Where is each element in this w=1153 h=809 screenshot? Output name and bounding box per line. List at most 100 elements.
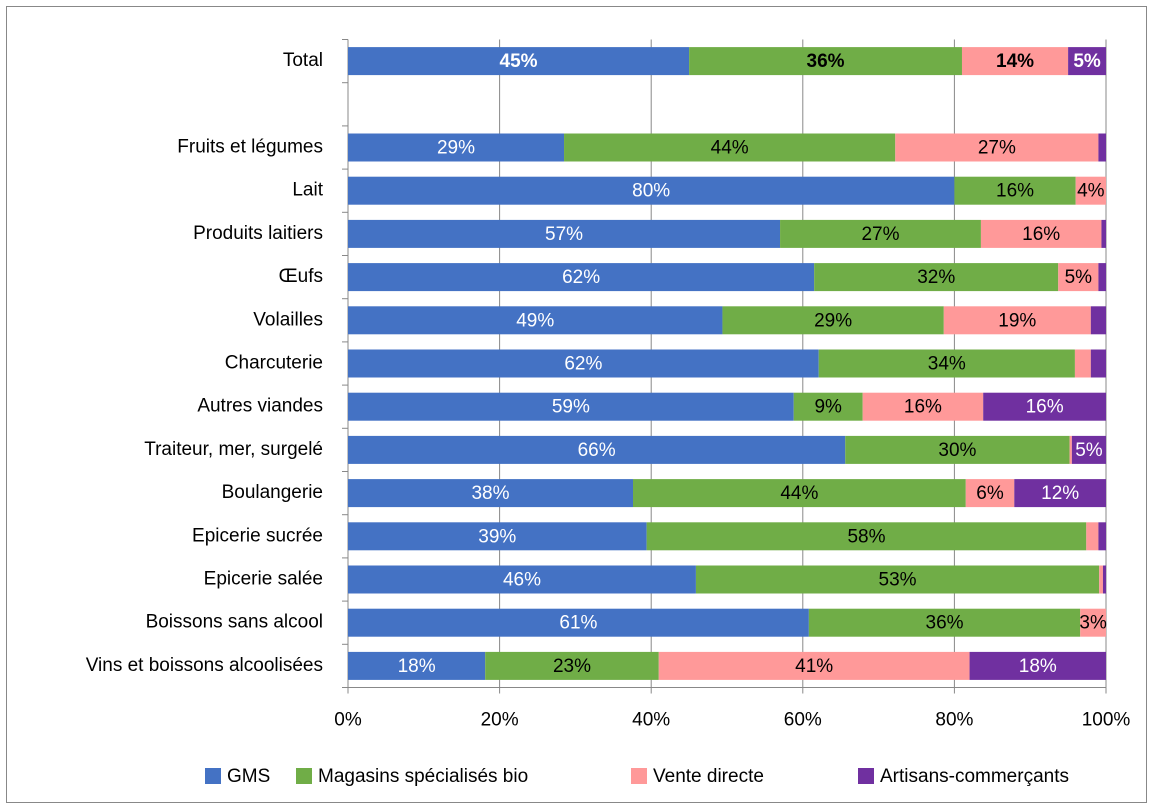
bar-segment	[943, 306, 1091, 335]
x-tick-label: 60%	[784, 710, 822, 731]
legend-swatch	[205, 768, 221, 784]
data-label: 62%	[562, 267, 600, 288]
data-label: 32%	[917, 267, 955, 288]
bar-segment	[348, 608, 809, 637]
bar-segment	[722, 306, 944, 335]
category-label: Œufs	[279, 266, 323, 287]
bar-segment	[1058, 263, 1099, 292]
data-label: 16%	[1026, 397, 1064, 418]
category-label: Fruits et légumes	[177, 137, 323, 158]
data-label: 53%	[879, 570, 917, 591]
bar-segment	[658, 651, 970, 680]
category-label: Charcuterie	[225, 353, 323, 374]
data-label: 58%	[847, 526, 885, 547]
bar-segment	[1014, 479, 1106, 508]
data-label: 39%	[478, 526, 516, 547]
bar-segment	[1098, 263, 1106, 292]
data-label: 16%	[996, 181, 1034, 202]
data-label: 62%	[564, 354, 602, 375]
data-label: 6%	[976, 483, 1004, 504]
data-label: 12%	[1041, 483, 1079, 504]
x-tick-label: 20%	[481, 710, 519, 731]
data-label: 23%	[553, 656, 591, 677]
bar-segment	[1074, 349, 1091, 378]
bar-segment	[348, 47, 690, 76]
bar-segment	[1101, 219, 1106, 248]
bar-segment	[818, 349, 1075, 378]
data-label: 5%	[1075, 440, 1103, 461]
data-label: 16%	[1022, 224, 1060, 245]
bar-segment	[1090, 349, 1106, 378]
data-label: 9%	[814, 397, 842, 418]
bar-segment	[895, 133, 1099, 162]
data-label: 36%	[926, 613, 964, 634]
data-label: 29%	[437, 138, 475, 159]
data-label: 44%	[780, 483, 818, 504]
data-label: 34%	[928, 354, 966, 375]
data-label: 61%	[559, 613, 597, 634]
bar-segment	[780, 219, 981, 248]
bar-segment	[1098, 522, 1106, 551]
legend-label: Magasins spécialisés bio	[318, 766, 528, 787]
data-label: 5%	[1073, 51, 1101, 72]
bar-segment	[954, 176, 1076, 205]
data-label: 3%	[1079, 613, 1107, 634]
category-label: Total	[283, 50, 323, 71]
category-label: Boissons sans alcool	[146, 612, 323, 633]
data-label: 49%	[516, 310, 554, 331]
bar-segment	[1075, 176, 1106, 205]
bar-segment	[814, 263, 1059, 292]
bar-segment	[646, 522, 1087, 551]
bar-segment	[348, 176, 955, 205]
category-label: Vins et boissons alcoolisées	[86, 655, 323, 676]
data-label: 66%	[578, 440, 616, 461]
data-label: 36%	[807, 51, 845, 72]
bar-segment	[348, 349, 819, 378]
data-label: 16%	[904, 397, 942, 418]
data-label: 5%	[1065, 267, 1093, 288]
bar-segment	[980, 219, 1102, 248]
bar-segment	[348, 565, 696, 594]
data-label: 14%	[996, 51, 1034, 72]
bar-segment	[348, 522, 647, 551]
category-label: Boulangerie	[222, 482, 323, 503]
data-label: 29%	[814, 310, 852, 331]
bar-segment	[1080, 608, 1106, 637]
bar-segment	[1068, 47, 1106, 76]
data-label: 45%	[500, 51, 538, 72]
bar-segment	[348, 651, 486, 680]
bar-segment	[1102, 565, 1106, 594]
bar-segment	[348, 392, 794, 421]
bar-segment	[961, 47, 1069, 76]
bar-segment	[862, 392, 984, 421]
data-label: 19%	[998, 310, 1036, 331]
x-tick-label: 100%	[1082, 710, 1131, 731]
bar-segment	[564, 133, 896, 162]
data-label: 27%	[978, 138, 1016, 159]
bar-segment	[965, 479, 1015, 508]
bar-segment	[485, 651, 659, 680]
legend-label: GMS	[227, 766, 270, 787]
data-label: 18%	[1019, 656, 1057, 677]
legend-label: Vente directe	[653, 766, 764, 787]
bar-segment	[348, 133, 565, 162]
bar-segment	[348, 263, 815, 292]
legend-swatch	[858, 768, 874, 784]
data-label: 46%	[503, 570, 541, 591]
bar-segment	[1099, 565, 1103, 594]
data-label: 18%	[398, 656, 436, 677]
bar-segment	[1098, 133, 1106, 162]
bar-segment	[1090, 306, 1106, 335]
x-tick-label: 0%	[334, 710, 362, 731]
legend-swatch	[631, 768, 647, 784]
data-label: 80%	[632, 181, 670, 202]
data-label: 57%	[545, 224, 583, 245]
bar-segment	[983, 392, 1106, 421]
bar-segment	[808, 608, 1081, 637]
category-label: Volailles	[253, 309, 323, 330]
data-label: 59%	[552, 397, 590, 418]
legend-label: Artisans-commerçants	[880, 766, 1069, 787]
bar-segment	[348, 435, 846, 464]
bar-segment	[633, 479, 966, 508]
